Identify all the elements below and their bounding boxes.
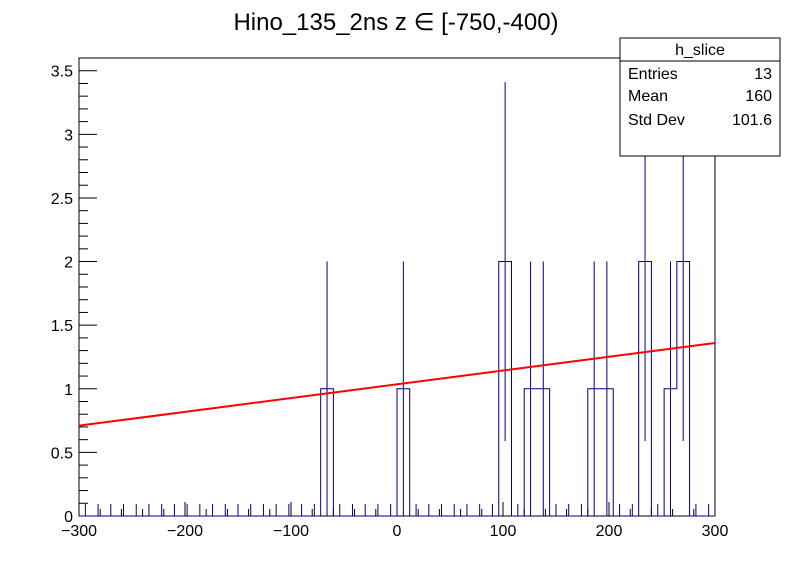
histogram-step-line — [79, 261, 715, 517]
x-tick-label: 300 — [702, 523, 729, 540]
x-tick-label: 0 — [393, 523, 402, 540]
x-axis: −300 −200 −100 0 100 200 300 — [61, 502, 728, 540]
stats-entries-label: Entries — [628, 66, 678, 83]
stats-mean-label: Mean — [628, 88, 668, 105]
y-tick-label: 2.5 — [51, 191, 73, 208]
x-tick-label: −100 — [273, 523, 309, 540]
y-tick-label: 1 — [64, 382, 73, 399]
x-tick-label: −300 — [61, 523, 97, 540]
fit-curve-group — [78, 341, 716, 427]
y-axis: 0 0.5 1 1.5 2 2.5 3 3.5 — [51, 57, 97, 526]
fit-line — [78, 341, 716, 427]
stats-box-title: h_slice — [675, 42, 725, 59]
x-tick-label: 100 — [490, 523, 517, 540]
histogram-bins — [79, 82, 715, 517]
stats-entries-value: 13 — [754, 66, 772, 83]
y-tick-label: 0.5 — [51, 445, 73, 462]
y-tick-label: 3.5 — [51, 64, 73, 81]
y-tick-label: 0 — [64, 509, 73, 526]
stats-stddev-label: Std Dev — [628, 112, 685, 129]
chart-title: Hino_135_2ns z ∈ [-750,-400) — [233, 9, 558, 36]
stats-box-frame — [619, 37, 781, 157]
x-tick-label: −200 — [167, 523, 203, 540]
y-tick-label: 3 — [64, 127, 73, 144]
stats-mean-value: 160 — [745, 88, 772, 105]
y-tick-label: 1.5 — [51, 318, 73, 335]
stats-box: h_slice Entries 13 Mean 160 Std Dev 101.… — [619, 37, 781, 157]
stats-stddev-value: 101.6 — [732, 112, 772, 129]
x-tick-label: 200 — [596, 523, 623, 540]
y-tick-label: 2 — [64, 255, 73, 272]
